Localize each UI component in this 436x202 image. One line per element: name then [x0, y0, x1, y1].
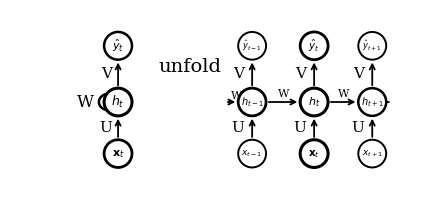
- Circle shape: [300, 32, 328, 60]
- Circle shape: [238, 140, 266, 167]
- Text: $\mathbf{x}_t$: $\mathbf{x}_t$: [112, 148, 124, 160]
- Circle shape: [358, 88, 386, 116]
- Text: U: U: [99, 121, 112, 135]
- Text: $\hat{y}_t$: $\hat{y}_t$: [112, 38, 124, 54]
- Circle shape: [104, 88, 132, 116]
- Text: $x_{t+1}$: $x_{t+1}$: [361, 148, 383, 159]
- Circle shape: [300, 88, 328, 116]
- Circle shape: [358, 140, 386, 167]
- Circle shape: [104, 32, 132, 60]
- Text: V: V: [354, 67, 364, 81]
- Text: $\mathbf{x}_t$: $\mathbf{x}_t$: [308, 148, 320, 160]
- Text: V: V: [295, 67, 307, 81]
- Text: V: V: [233, 67, 244, 81]
- Text: $h_t$: $h_t$: [308, 95, 320, 109]
- Text: unfold: unfold: [159, 58, 221, 76]
- Text: $h_{t+1}$: $h_{t+1}$: [361, 95, 384, 109]
- Text: U: U: [232, 121, 244, 135]
- Circle shape: [300, 140, 328, 167]
- Text: V: V: [101, 67, 112, 81]
- Text: $h_{t-1}$: $h_{t-1}$: [241, 95, 263, 109]
- Text: W: W: [231, 91, 242, 101]
- Text: U: U: [351, 121, 364, 135]
- Text: $\hat{y}_{t-1}$: $\hat{y}_{t-1}$: [242, 39, 262, 53]
- Text: $\hat{y}_{t+1}$: $\hat{y}_{t+1}$: [362, 39, 382, 53]
- Text: $\hat{y}_t$: $\hat{y}_t$: [308, 38, 320, 54]
- Text: W: W: [78, 94, 95, 110]
- Text: $h_t$: $h_t$: [111, 94, 125, 110]
- Circle shape: [238, 32, 266, 60]
- Circle shape: [104, 140, 132, 167]
- Circle shape: [358, 32, 386, 60]
- Circle shape: [238, 88, 266, 116]
- Text: W: W: [337, 89, 349, 99]
- Text: $x_{t-1}$: $x_{t-1}$: [242, 148, 263, 159]
- Text: U: U: [293, 121, 307, 135]
- Text: W: W: [277, 89, 289, 99]
